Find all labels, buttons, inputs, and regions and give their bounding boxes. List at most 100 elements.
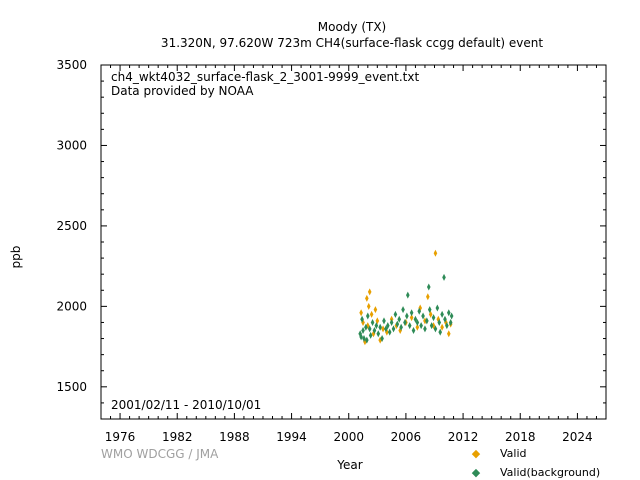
data-point-background	[421, 312, 425, 320]
data-point-background	[368, 331, 373, 339]
chart-subtitle: 31.320N, 97.620W 723m CH4(surface-flask …	[160, 36, 544, 50]
data-point-background	[435, 304, 440, 312]
data-point-background	[378, 323, 382, 331]
data-point-background	[362, 335, 366, 343]
data-point-background	[437, 318, 442, 326]
data-point-background	[393, 310, 398, 318]
data-point-background	[387, 328, 392, 336]
plot-area-frame	[100, 64, 607, 420]
data-point-background	[382, 317, 386, 325]
data-point-background	[419, 322, 423, 330]
data-point-background	[445, 322, 449, 330]
data-point-background	[364, 323, 368, 331]
data-point-background	[358, 330, 362, 338]
data-point-background	[389, 318, 394, 326]
data-point-background	[433, 325, 438, 333]
data-point-background	[427, 306, 432, 314]
legend-item-background: ◆ Valid(background)	[470, 466, 600, 480]
data-point-background	[407, 322, 412, 330]
chart-title: Moody (TX)	[317, 20, 387, 34]
x-tick-label: 1976	[105, 430, 136, 444]
data-point-background	[417, 307, 422, 315]
x-tick-label: 1994	[276, 430, 307, 444]
data-point-background	[449, 312, 454, 320]
y-axis-label: ppb	[9, 245, 23, 269]
data-point-background	[391, 325, 396, 333]
data-point-valid	[366, 302, 371, 310]
legend-marker-background: ◆	[471, 466, 481, 479]
data-point-background	[442, 273, 446, 281]
data-points	[358, 249, 454, 346]
data-point-background	[395, 320, 400, 328]
data-point-background	[376, 330, 381, 338]
data-point-valid	[367, 288, 372, 296]
x-tick-label: 2018	[505, 430, 536, 444]
y-tick-label: 2000	[56, 299, 87, 313]
data-point-valid	[373, 306, 378, 314]
data-point-background	[448, 318, 453, 326]
data-point-background	[359, 333, 363, 341]
data-point-background	[409, 309, 414, 317]
y-tick-label: 1500	[56, 380, 87, 394]
data-point-valid	[359, 309, 363, 317]
data-point-background	[423, 325, 427, 333]
data-point-background	[386, 322, 390, 330]
data-point-background	[429, 322, 434, 330]
data-point-background	[443, 315, 447, 323]
data-point-background	[403, 318, 407, 326]
data-point-valid	[409, 314, 414, 322]
data-point-background	[406, 291, 410, 299]
data-point-valid	[418, 304, 422, 312]
data-point-background	[370, 318, 375, 326]
data-point-valid	[446, 330, 451, 338]
data-point-valid	[369, 310, 374, 318]
y-tick-label: 2500	[56, 219, 87, 233]
x-axis-label: Year	[337, 458, 363, 472]
data-point-background	[397, 315, 402, 323]
x-tick-label: 1982	[162, 430, 193, 444]
x-tick-label: 2024	[562, 430, 593, 444]
x-tick-label: 1988	[219, 430, 250, 444]
data-point-background	[425, 317, 429, 325]
data-point-background	[401, 306, 405, 314]
provider-label: Data provided by NOAA	[111, 84, 254, 98]
data-point-valid	[423, 317, 427, 325]
data-point-background	[426, 283, 431, 291]
file-name-label: ch4_wkt4032_surface-flask_2_3001-9999_ev…	[111, 70, 420, 84]
data-point-valid	[415, 323, 420, 331]
data-point-valid	[371, 330, 376, 338]
axis-ticks: 1976 1982 1988 1994 2000 2006 2012 2018 2024 1500…	[56, 58, 607, 444]
data-point-background	[446, 309, 451, 317]
legend-label-background: Valid(background)	[500, 466, 601, 479]
data-point-background	[431, 314, 436, 322]
data-point-valid	[433, 249, 438, 257]
data-point-background	[361, 327, 365, 334]
data-point-background	[372, 327, 377, 334]
date-range-label: 2001/02/11 - 2010/10/01	[111, 398, 262, 412]
data-point-background	[365, 312, 370, 320]
data-point-valid	[426, 293, 430, 301]
data-point-background	[380, 335, 384, 343]
data-point-background	[365, 336, 369, 344]
data-point-background	[360, 315, 364, 323]
data-point-background	[440, 310, 444, 318]
data-point-valid	[385, 328, 389, 336]
x-tick-label: 2000	[333, 430, 364, 444]
y-tick-label: 3000	[56, 138, 87, 152]
data-point-background	[405, 312, 409, 320]
legend-label-valid: Valid	[500, 447, 527, 460]
data-point-valid	[440, 323, 444, 331]
x-tick-label: 2012	[448, 430, 479, 444]
data-point-background	[399, 323, 403, 331]
data-point-background	[367, 325, 372, 333]
data-point-valid	[365, 294, 369, 302]
data-point-background	[438, 328, 443, 336]
legend-marker-valid: ◆	[471, 447, 481, 460]
y-tick-label: 3500	[56, 58, 87, 72]
data-point-background	[374, 322, 379, 330]
credit-label: WMO WDCGG / JMA	[101, 447, 219, 461]
data-point-background	[411, 327, 416, 334]
legend-item-valid: ◆ Valid	[470, 447, 527, 461]
data-point-valid	[436, 315, 441, 323]
